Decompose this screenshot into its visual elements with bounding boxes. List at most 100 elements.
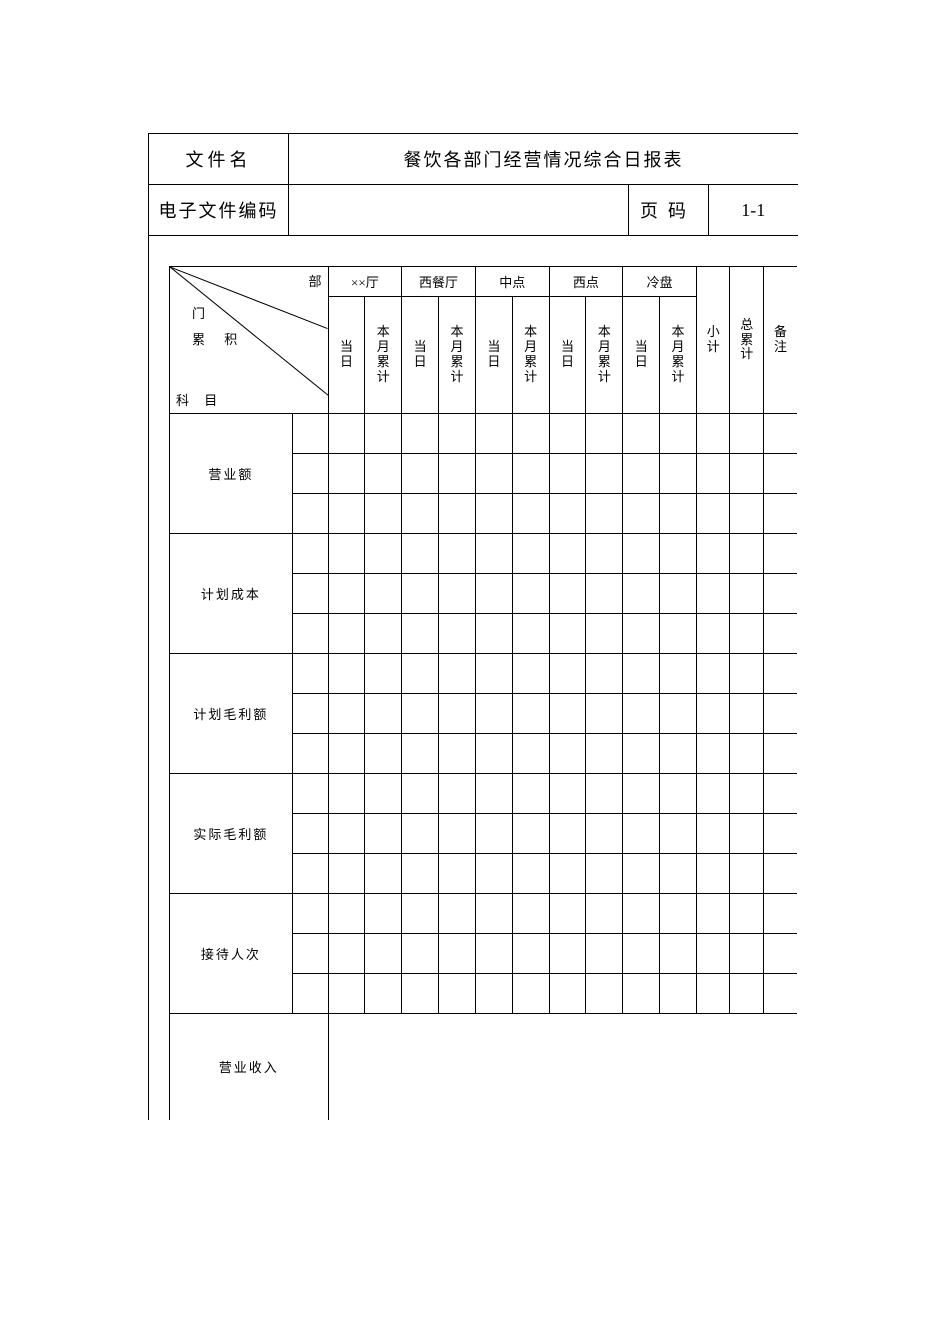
table-cell: [623, 734, 660, 774]
table-cell: [512, 774, 549, 814]
table-cell: [292, 774, 328, 814]
table-cell: [365, 574, 402, 614]
table-cell: [730, 614, 763, 654]
table-cell: [512, 934, 549, 974]
table-cell: [623, 854, 660, 894]
table-cell: [439, 894, 476, 934]
table-cell: [439, 654, 476, 694]
subcol-today-4: 当日: [623, 297, 660, 414]
dept-header-4: 冷盘: [623, 267, 697, 297]
table-cell: [763, 534, 797, 574]
table-cell: [730, 894, 763, 934]
table-cell: [763, 974, 797, 1014]
table-cell: [586, 614, 623, 654]
table-cell: [586, 414, 623, 454]
table-cell: [660, 934, 697, 974]
table-cell: [328, 414, 365, 454]
table-cell: [549, 454, 586, 494]
table-cell: [475, 854, 512, 894]
table-cell: [439, 574, 476, 614]
table-cell: [549, 414, 586, 454]
table-cell: [730, 414, 763, 454]
total-header: 总累计: [730, 267, 763, 414]
table-cell: [586, 454, 623, 494]
table-cell: [696, 534, 729, 574]
table-cell: [549, 614, 586, 654]
table-cell: [763, 814, 797, 854]
table-cell: [365, 534, 402, 574]
table-cell: [475, 774, 512, 814]
table-cell: [696, 414, 729, 454]
table-cell: [365, 734, 402, 774]
subcol-month-1: 本月累计: [439, 297, 476, 414]
table-cell: [402, 494, 439, 534]
table-cell: [475, 534, 512, 574]
table-cell: [475, 494, 512, 534]
table-cell: [660, 974, 697, 1014]
row-label-3: 实际毛利额: [170, 774, 293, 894]
dept-header-3: 西点: [549, 267, 623, 297]
table-cell: [763, 734, 797, 774]
table-cell: [292, 814, 328, 854]
table-cell: [328, 974, 365, 1014]
code-label: 电子文件编码: [149, 185, 289, 236]
table-cell: [730, 534, 763, 574]
page-value: 1-1: [708, 185, 798, 236]
table-cell: [696, 454, 729, 494]
table-cell: [402, 734, 439, 774]
table-cell: [549, 534, 586, 574]
table-cell: [586, 774, 623, 814]
table-cell: [696, 734, 729, 774]
table-cell: [763, 654, 797, 694]
table-cell: [328, 814, 365, 854]
table-cell: [549, 734, 586, 774]
table-cell: [623, 974, 660, 1014]
table-cell: [365, 614, 402, 654]
table-cell: [365, 934, 402, 974]
table-cell: [439, 854, 476, 894]
subtotal-header: 小计: [696, 267, 729, 414]
table-cell: [292, 494, 328, 534]
table-cell: [623, 694, 660, 734]
table-cell: [365, 774, 402, 814]
table-cell: [586, 494, 623, 534]
table-cell: [328, 734, 365, 774]
dept-header-1: 西餐厅: [402, 267, 476, 297]
row-label-1: 计划成本: [170, 534, 293, 654]
table-cell: [365, 974, 402, 1014]
header-table: 文件名 餐饮各部门经营情况综合日报表 电子文件编码 页码 1-1: [148, 133, 798, 236]
subcol-today-2: 当日: [475, 297, 512, 414]
table-cell: [586, 974, 623, 1014]
table-cell: [365, 414, 402, 454]
table-cell: [623, 494, 660, 534]
table-cell: [660, 454, 697, 494]
table-cell: [660, 494, 697, 534]
table-cell: [439, 454, 476, 494]
table-cell: [402, 414, 439, 454]
table-cell: [586, 934, 623, 974]
table-cell: [763, 854, 797, 894]
table-cell: [439, 774, 476, 814]
report-title: 餐饮各部门经营情况综合日报表: [289, 134, 799, 185]
table-cell: [512, 974, 549, 1014]
subcol-month-0: 本月累计: [365, 297, 402, 414]
table-cell: [292, 894, 328, 934]
table-cell: [763, 774, 797, 814]
subcol-month-4: 本月累计: [660, 297, 697, 414]
table-cell: [730, 574, 763, 614]
table-cell: [623, 894, 660, 934]
table-cell: [623, 654, 660, 694]
revenue-value-cell: [328, 1014, 797, 1120]
table-cell: [365, 894, 402, 934]
table-cell: [475, 694, 512, 734]
table-cell: [660, 734, 697, 774]
table-cell: [549, 934, 586, 974]
table-cell: [660, 414, 697, 454]
table-cell: [512, 534, 549, 574]
table-cell: [475, 454, 512, 494]
table-cell: [696, 814, 729, 854]
table-cell: [328, 454, 365, 494]
table-cell: [586, 574, 623, 614]
table-cell: [402, 454, 439, 494]
table-cell: [660, 814, 697, 854]
